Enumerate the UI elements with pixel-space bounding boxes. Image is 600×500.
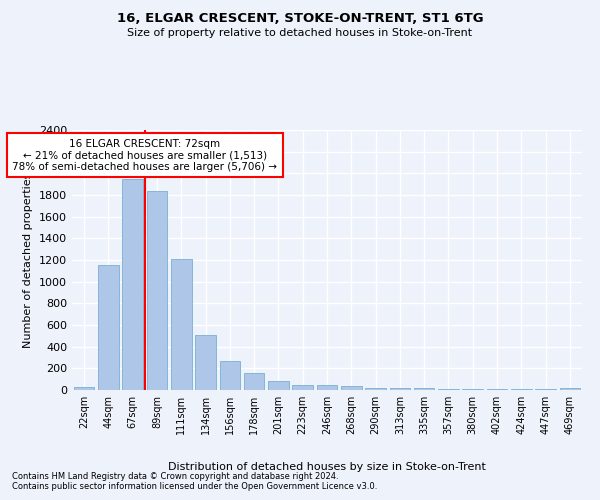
- Text: 16 ELGAR CRESCENT: 72sqm
← 21% of detached houses are smaller (1,513)
78% of sem: 16 ELGAR CRESCENT: 72sqm ← 21% of detach…: [13, 138, 277, 172]
- Bar: [341, 386, 362, 390]
- Text: Contains HM Land Registry data © Crown copyright and database right 2024.: Contains HM Land Registry data © Crown c…: [12, 472, 338, 481]
- Bar: [98, 266, 119, 390]
- Bar: [74, 387, 94, 390]
- Text: Distribution of detached houses by size in Stoke-on-Trent: Distribution of detached houses by size …: [168, 462, 486, 472]
- Bar: [268, 381, 289, 390]
- Text: 16, ELGAR CRESCENT, STOKE-ON-TRENT, ST1 6TG: 16, ELGAR CRESCENT, STOKE-ON-TRENT, ST1 …: [116, 12, 484, 26]
- Bar: [244, 373, 265, 390]
- Bar: [317, 385, 337, 390]
- Bar: [389, 388, 410, 390]
- Bar: [560, 388, 580, 390]
- Bar: [438, 389, 459, 390]
- Bar: [122, 179, 143, 390]
- Y-axis label: Number of detached properties: Number of detached properties: [23, 172, 34, 348]
- Text: Size of property relative to detached houses in Stoke-on-Trent: Size of property relative to detached ho…: [127, 28, 473, 38]
- Bar: [171, 259, 191, 390]
- Bar: [220, 362, 240, 390]
- Bar: [414, 388, 434, 390]
- Text: Contains public sector information licensed under the Open Government Licence v3: Contains public sector information licen…: [12, 482, 377, 491]
- Bar: [292, 384, 313, 390]
- Bar: [365, 388, 386, 390]
- Bar: [146, 190, 167, 390]
- Bar: [195, 335, 216, 390]
